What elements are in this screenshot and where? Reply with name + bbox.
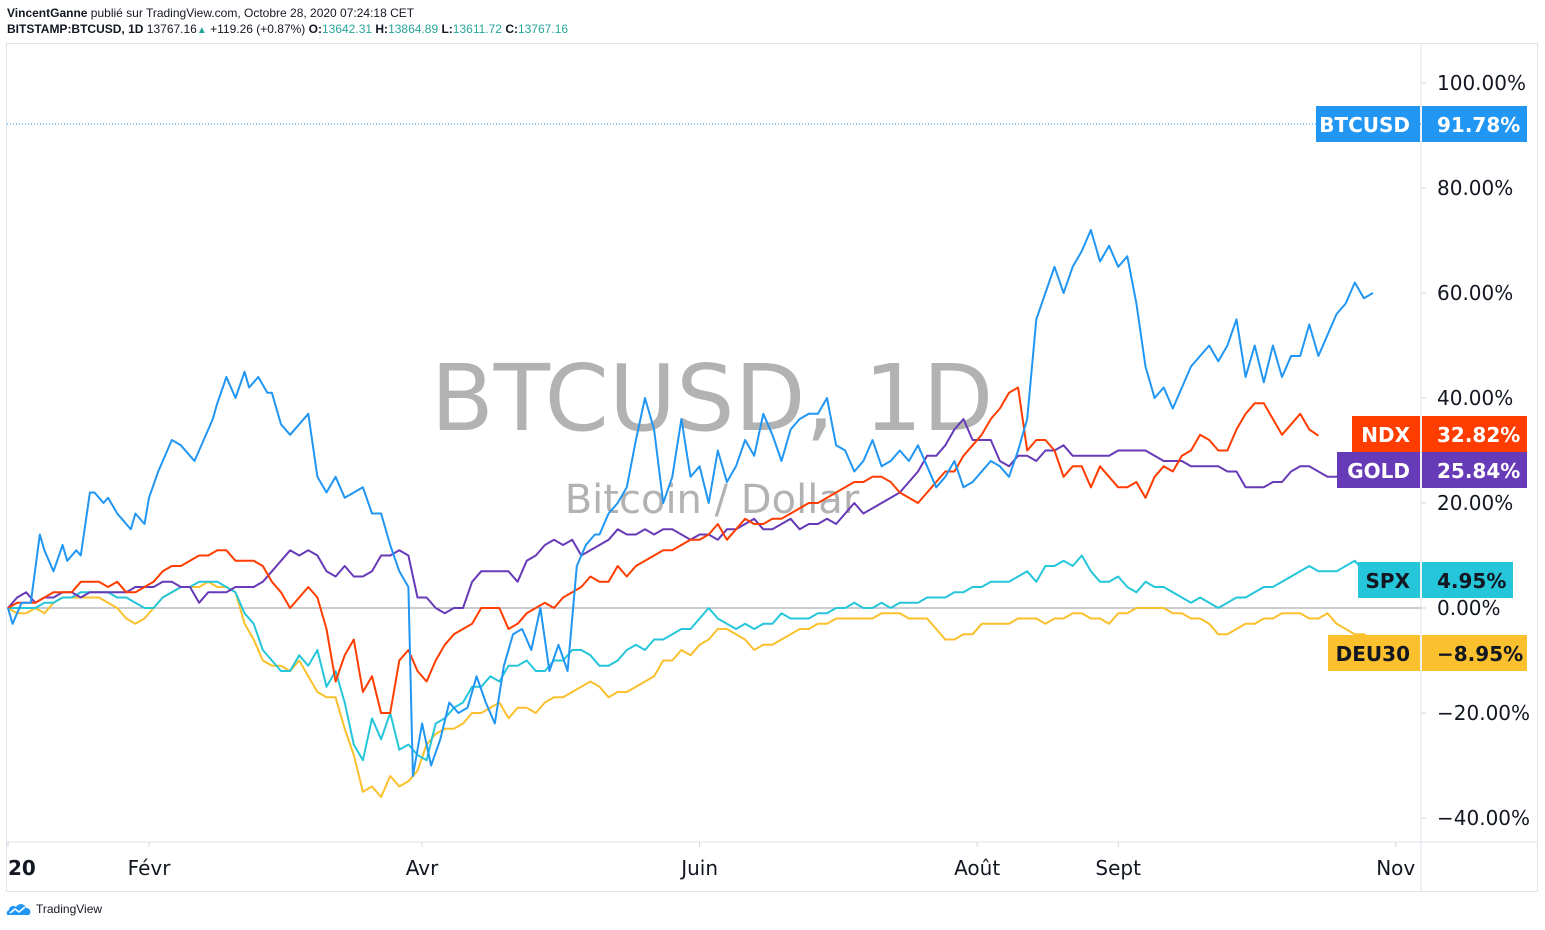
- y-tick-label: −20.00%: [1437, 701, 1530, 725]
- svg-text:−8.95%: −8.95%: [1437, 642, 1523, 666]
- up-arrow-icon: ▲: [196, 25, 207, 36]
- series-line-deu30: [7, 580, 1374, 798]
- y-tick-label: 100.00%: [1437, 71, 1526, 95]
- last-value-label-ndx: NDX 32.82%: [1352, 416, 1527, 452]
- low-value: 13611.72: [452, 22, 502, 36]
- y-tick-label: 40.00%: [1437, 386, 1513, 410]
- brand-name: TradingView: [36, 902, 103, 916]
- svg-text:GOLD: GOLD: [1347, 459, 1410, 483]
- svg-text:DEU30: DEU30: [1336, 642, 1410, 666]
- open-value: 13642.31: [321, 22, 373, 36]
- published-text: publié sur TradingView.com, Octobre 28, …: [87, 6, 415, 20]
- y-tick-label: 20.00%: [1437, 491, 1513, 515]
- series-line-spx: [8, 554, 1373, 762]
- last-price: 13767.16: [146, 22, 197, 36]
- last-value-label-gold: GOLD 25.84%: [1337, 452, 1527, 488]
- watermark-title: BTCUSD, 1D: [431, 345, 994, 452]
- publish-info: VincentGanne publié sur TradingView.com,…: [7, 6, 414, 20]
- price-axis[interactable]: 100.00% 80.00% 60.00% 40.00% 20.00% 0.00% −20.…: [1421, 71, 1530, 830]
- price-change: +119.26 (+0.87%): [210, 22, 306, 36]
- close-value: 13767.16: [517, 22, 569, 36]
- y-tick-label: −40.00%: [1437, 806, 1530, 830]
- x-tick-label: Août: [954, 856, 1000, 880]
- last-value-label-deu30: DEU30 −8.95%: [1328, 635, 1527, 671]
- svg-text:SPX: SPX: [1366, 569, 1411, 593]
- x-tick-label: Nov: [1376, 856, 1415, 880]
- svg-text:32.82%: 32.82%: [1437, 423, 1520, 447]
- symbol-label: BITSTAMP:BTCUSD, 1D: [7, 22, 144, 36]
- svg-text:NDX: NDX: [1361, 423, 1410, 447]
- last-value-label-spx: SPX 4.95%: [1358, 562, 1513, 598]
- symbol-watermark: BTCUSD, 1D Bitcoin / Dollar: [431, 345, 994, 523]
- author-name[interactable]: VincentGanne: [7, 6, 88, 20]
- tradingview-logo[interactable]: TradingView: [6, 902, 102, 916]
- series-line-ndx: [7, 386, 1319, 714]
- time-axis[interactable]: 20 Févr Avr Juin Août Sept Nov: [7, 842, 1415, 880]
- svg-text:BTCUSD: BTCUSD: [1319, 113, 1410, 137]
- close-label: C:: [505, 22, 518, 36]
- chart-frame: [6, 43, 1538, 892]
- x-tick-label: Avr: [406, 856, 439, 880]
- series-lines: [7, 229, 1374, 798]
- svg-text:25.84%: 25.84%: [1437, 459, 1520, 483]
- x-tick-label: Juin: [679, 856, 718, 880]
- x-tick-label: Sept: [1095, 856, 1141, 880]
- low-label: L:: [441, 22, 453, 36]
- svg-text:91.78%: 91.78%: [1437, 113, 1520, 137]
- y-tick-label: 0.00%: [1437, 596, 1501, 620]
- x-tick-label: Févr: [128, 856, 172, 880]
- svg-text:4.95%: 4.95%: [1437, 569, 1506, 593]
- high-label: H:: [375, 22, 389, 36]
- y-tick-label: 60.00%: [1437, 281, 1513, 305]
- series-last-value-labels: BTCUSD 91.78% NDX 32.82% GOLD 25.84% SPX 4.95% D…: [1316, 106, 1527, 671]
- x-tick-label: 20: [8, 856, 36, 880]
- symbol-info-bar: BITSTAMP:BTCUSD, 1D 13767.16▲ +119.26 (+…: [7, 22, 568, 38]
- series-line-btcusd: [7, 229, 1374, 777]
- last-value-label-btcusd: BTCUSD 91.78%: [1316, 106, 1527, 142]
- open-label: O:: [308, 22, 322, 36]
- y-tick-label: 80.00%: [1437, 176, 1513, 200]
- tradingview-cloud-icon: [6, 904, 31, 915]
- high-value: 13864.89: [388, 22, 439, 36]
